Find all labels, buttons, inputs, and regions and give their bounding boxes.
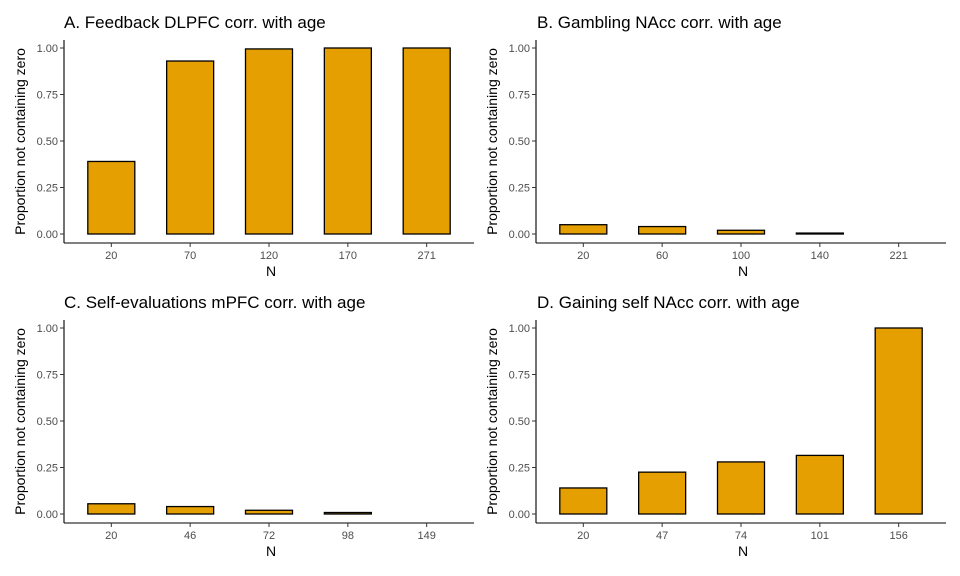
bar-140	[795, 232, 844, 235]
y-tick-label: 0.50	[37, 136, 58, 148]
bar-20	[559, 487, 608, 515]
x-tick-label: 70	[184, 250, 196, 262]
y-tick-label: 0.50	[509, 416, 530, 428]
y-tick-label: 0.25	[37, 463, 58, 475]
y-axis-title: Proportion not containing zero	[12, 328, 28, 515]
y-tick-label: 0.00	[509, 509, 530, 521]
x-tick-label: 98	[342, 530, 354, 542]
chart-panel-0: A. Feedback DLPFC corr. with age 0.00 0.25…	[12, 13, 474, 279]
bar-74	[716, 461, 766, 515]
bar-100	[716, 229, 766, 235]
chart-panel-3: D. Gaining self NAcc corr. with age 0.00 0…	[484, 293, 946, 559]
x-axis-title: N	[266, 263, 276, 279]
y-tick-label: 0.00	[509, 229, 530, 241]
bar-170	[323, 47, 373, 235]
y-tick-label: 0.75	[509, 370, 530, 382]
y-axis-title: Proportion not containing zero	[12, 48, 28, 235]
bar-47	[638, 471, 687, 515]
x-tick-label: 60	[656, 250, 668, 262]
y-tick-label: 0.75	[509, 90, 530, 102]
y-tick-label: 1.00	[37, 43, 58, 55]
x-axis-title: N	[738, 263, 748, 279]
y-axis-title: Proportion not containing zero	[484, 328, 500, 515]
bar-20	[559, 224, 608, 235]
chart-panel-1: B. Gambling NAcc corr. with age 0.00 0.25 0…	[484, 13, 946, 279]
y-tick-label: 0.00	[37, 229, 58, 241]
y-tick-label: 0.25	[509, 183, 530, 195]
y-tick-label: 0.25	[37, 183, 58, 195]
x-tick-label: 271	[418, 250, 436, 262]
x-axis-title: N	[266, 543, 276, 559]
chart-panel-2: C. Self-evaluations mPFC corr. with age 0…	[12, 293, 474, 559]
y-axis-title: Proportion not containing zero	[484, 48, 500, 235]
y-tick-label: 0.50	[37, 416, 58, 428]
y-tick-label: 1.00	[509, 43, 530, 55]
x-tick-label: 20	[577, 250, 589, 262]
y-tick-label: 0.00	[37, 509, 58, 521]
panel-title: A. Feedback DLPFC corr. with age	[64, 13, 326, 32]
panel-title: B. Gambling NAcc corr. with age	[537, 13, 782, 32]
x-tick-label: 20	[105, 250, 117, 262]
panel-title: C. Self-evaluations mPFC corr. with age	[64, 293, 365, 312]
bar-70	[165, 60, 215, 235]
bar-72	[244, 509, 294, 515]
x-tick-label: 47	[656, 530, 668, 542]
x-tick-label: 46	[184, 530, 196, 542]
x-tick-label: 74	[735, 530, 747, 542]
bar-46	[165, 505, 215, 515]
bar-120	[244, 48, 294, 235]
y-tick-label: 0.50	[509, 136, 530, 148]
y-tick-label: 0.75	[37, 90, 58, 102]
bar-60	[638, 225, 687, 235]
bar-101	[795, 454, 844, 515]
x-tick-label: 101	[811, 530, 829, 542]
bar-20	[87, 503, 136, 515]
x-tick-label: 170	[339, 250, 357, 262]
bar-98	[323, 511, 373, 515]
bar-20	[87, 160, 136, 235]
x-tick-label: 72	[263, 530, 275, 542]
x-tick-label: 100	[732, 250, 750, 262]
x-tick-label: 140	[811, 250, 829, 262]
x-tick-label: 20	[577, 530, 589, 542]
bar-271	[402, 47, 451, 235]
x-tick-label: 20	[105, 530, 117, 542]
y-tick-label: 0.75	[37, 370, 58, 382]
x-tick-label: 149	[418, 530, 436, 542]
y-tick-label: 0.25	[509, 463, 530, 475]
x-tick-label: 221	[890, 250, 908, 262]
y-tick-label: 1.00	[509, 323, 530, 335]
bar-156	[874, 327, 923, 515]
panel-title: D. Gaining self NAcc corr. with age	[537, 293, 800, 312]
x-tick-label: 156	[890, 530, 908, 542]
x-tick-label: 120	[260, 250, 278, 262]
y-tick-label: 1.00	[37, 323, 58, 335]
x-axis-title: N	[738, 543, 748, 559]
